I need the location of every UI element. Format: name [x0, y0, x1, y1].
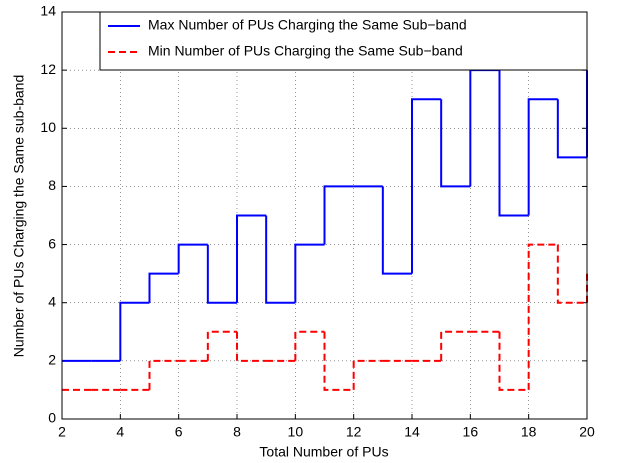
y-tick-label: 4 — [48, 293, 56, 309]
step — [119, 301, 150, 361]
step — [352, 359, 383, 390]
x-tick-label: 16 — [463, 424, 479, 440]
step — [498, 70, 529, 217]
x-tick-label: 8 — [233, 424, 241, 440]
step — [236, 331, 267, 362]
step — [440, 330, 471, 361]
step — [148, 272, 179, 303]
step — [323, 185, 354, 245]
legend-label: Min Number of PUs Charging the Same Sub−… — [148, 43, 463, 59]
y-tick-label: 8 — [48, 177, 56, 193]
step — [527, 243, 558, 390]
step — [556, 99, 587, 159]
y-axis-label: Number of PUs Charging the Same sub-band — [11, 75, 27, 357]
step — [411, 98, 442, 274]
step — [498, 331, 529, 391]
step — [236, 214, 267, 303]
y-tick-label: 6 — [48, 235, 56, 251]
y-tick-label: 0 — [48, 410, 56, 426]
step — [323, 331, 354, 391]
step — [206, 244, 237, 304]
x-tick-label: 6 — [175, 424, 183, 440]
y-tick-label: 12 — [40, 61, 56, 77]
legend-box — [99, 11, 588, 71]
step — [527, 98, 558, 216]
x-tick-label: 2 — [58, 424, 66, 440]
step — [265, 215, 296, 304]
step — [440, 99, 471, 188]
step — [294, 330, 325, 361]
y-tick-label: 10 — [40, 119, 56, 135]
y-tick-label: 14 — [40, 3, 56, 19]
x-tick-label: 10 — [288, 424, 304, 440]
step — [556, 244, 587, 304]
y-tick-label: 2 — [48, 352, 56, 368]
x-axis-label: Total Number of PUs — [259, 444, 388, 460]
x-tick-label: 20 — [579, 424, 595, 440]
x-tick-label: 12 — [346, 424, 362, 440]
x-tick-label: 14 — [404, 424, 420, 440]
step — [148, 359, 179, 390]
legend-label: Max Number of PUs Charging the Same Sub−… — [148, 17, 467, 33]
step — [294, 243, 325, 303]
step — [206, 330, 237, 361]
x-tick-label: 4 — [116, 424, 124, 440]
x-tick-label: 18 — [521, 424, 537, 440]
step — [177, 243, 208, 274]
step — [381, 186, 412, 275]
